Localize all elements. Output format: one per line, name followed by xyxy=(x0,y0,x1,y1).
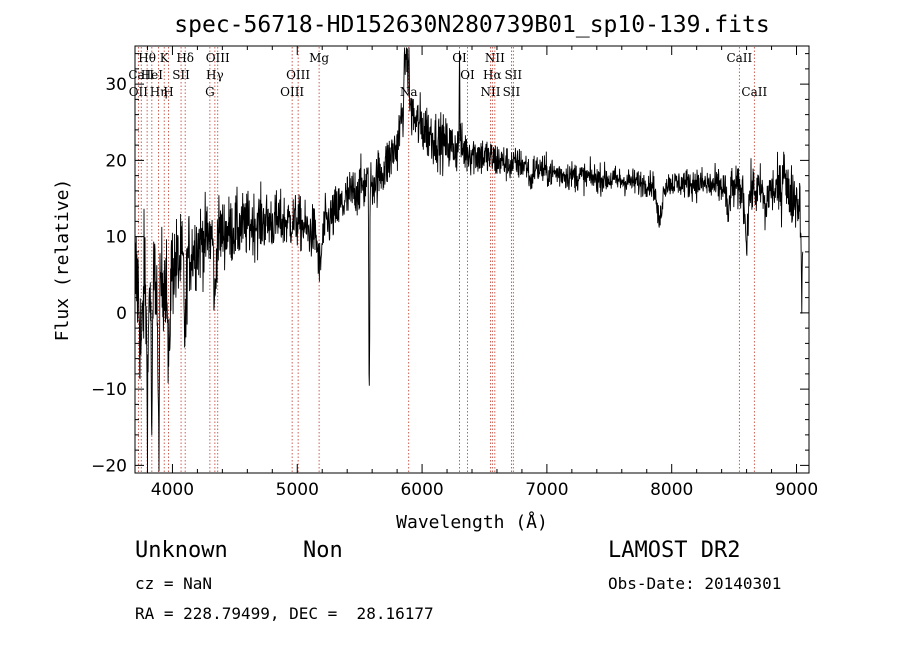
observation-date: Obs-Date: 20140301 xyxy=(608,574,782,593)
line-label-mg: Mg xyxy=(309,51,329,65)
line-label-oiii: OIII xyxy=(286,68,310,82)
spectrum-line xyxy=(134,47,804,472)
x-tick-label: 8000 xyxy=(650,480,693,500)
line-label-oi: OI xyxy=(460,68,475,82)
line-label-hγ: Hγ xyxy=(206,68,224,82)
line-label-hei: HeI xyxy=(141,68,164,82)
chart-title: spec-56718-HD152630N280739B01_sp10-139.f… xyxy=(174,12,769,38)
plot-frame xyxy=(134,45,810,474)
coordinates: RA = 228.79499, DEC = 28.16177 xyxy=(135,604,434,623)
spectrum-chart: spec-56718-HD152630N280739B01_sp10-139.f… xyxy=(52,12,818,533)
line-label-g: G xyxy=(205,85,215,99)
y-tick-label: 10 xyxy=(105,228,127,248)
x-tick-label: 5000 xyxy=(276,480,319,500)
y-tick-label: 20 xyxy=(105,151,127,171)
x-axis-label: Wavelength (Å) xyxy=(396,511,548,533)
line-label-hθ: Hθ xyxy=(138,51,156,65)
line-label-oiii: OIII xyxy=(206,51,230,65)
line-label-hη: Hη xyxy=(150,85,168,99)
object-subclass: Non xyxy=(303,538,343,563)
line-label-sii: SII xyxy=(504,68,522,82)
line-label-sii: SII xyxy=(172,68,190,82)
y-axis-label: Flux (relative) xyxy=(52,179,73,342)
y-tick-label: −20 xyxy=(91,456,127,476)
line-label-caii: CaII xyxy=(128,68,154,82)
line-label-caii: CaII xyxy=(726,51,752,65)
line-label-oii: OII xyxy=(129,85,149,99)
line-label-caii: CaII xyxy=(741,85,767,99)
line-label-k: K xyxy=(160,51,170,65)
x-tick-label: 7000 xyxy=(525,480,568,500)
line-label-hα: Hα xyxy=(483,68,502,82)
spectrum-series xyxy=(134,47,804,472)
line-label-h: H xyxy=(163,85,173,99)
x-axis-ticks: 4000 5000 6000 7000 8000 9000 xyxy=(146,46,818,500)
x-tick-label: 9000 xyxy=(775,480,818,500)
line-label-oi: OI xyxy=(452,51,467,65)
line-label-nii: NII xyxy=(485,51,505,65)
x-tick-label: 6000 xyxy=(400,480,443,500)
line-label-sii: SII xyxy=(503,85,521,99)
y-tick-label: 30 xyxy=(105,75,127,95)
spectral-line-labels: HθOIICaIIHeIHηKHSIIHδGHγOIIIOIIIOIIIMgNa… xyxy=(128,51,767,99)
object-class: Unknown xyxy=(135,538,228,563)
line-label-nii: NII xyxy=(480,85,500,99)
spectral-line-markers xyxy=(137,47,755,472)
redshift-cz: cz = NaN xyxy=(135,574,213,593)
y-axis-ticks: −20 −10 0 10 20 30 xyxy=(91,53,809,476)
line-label-oiii: OIII xyxy=(280,85,304,99)
survey-name: LAMOST DR2 xyxy=(608,538,741,563)
x-tick-label: 4000 xyxy=(151,480,194,500)
line-label-hδ: Hδ xyxy=(176,51,194,65)
line-label-na: Na xyxy=(400,85,418,99)
y-tick-label: 0 xyxy=(116,304,127,324)
y-tick-label: −10 xyxy=(91,380,127,400)
